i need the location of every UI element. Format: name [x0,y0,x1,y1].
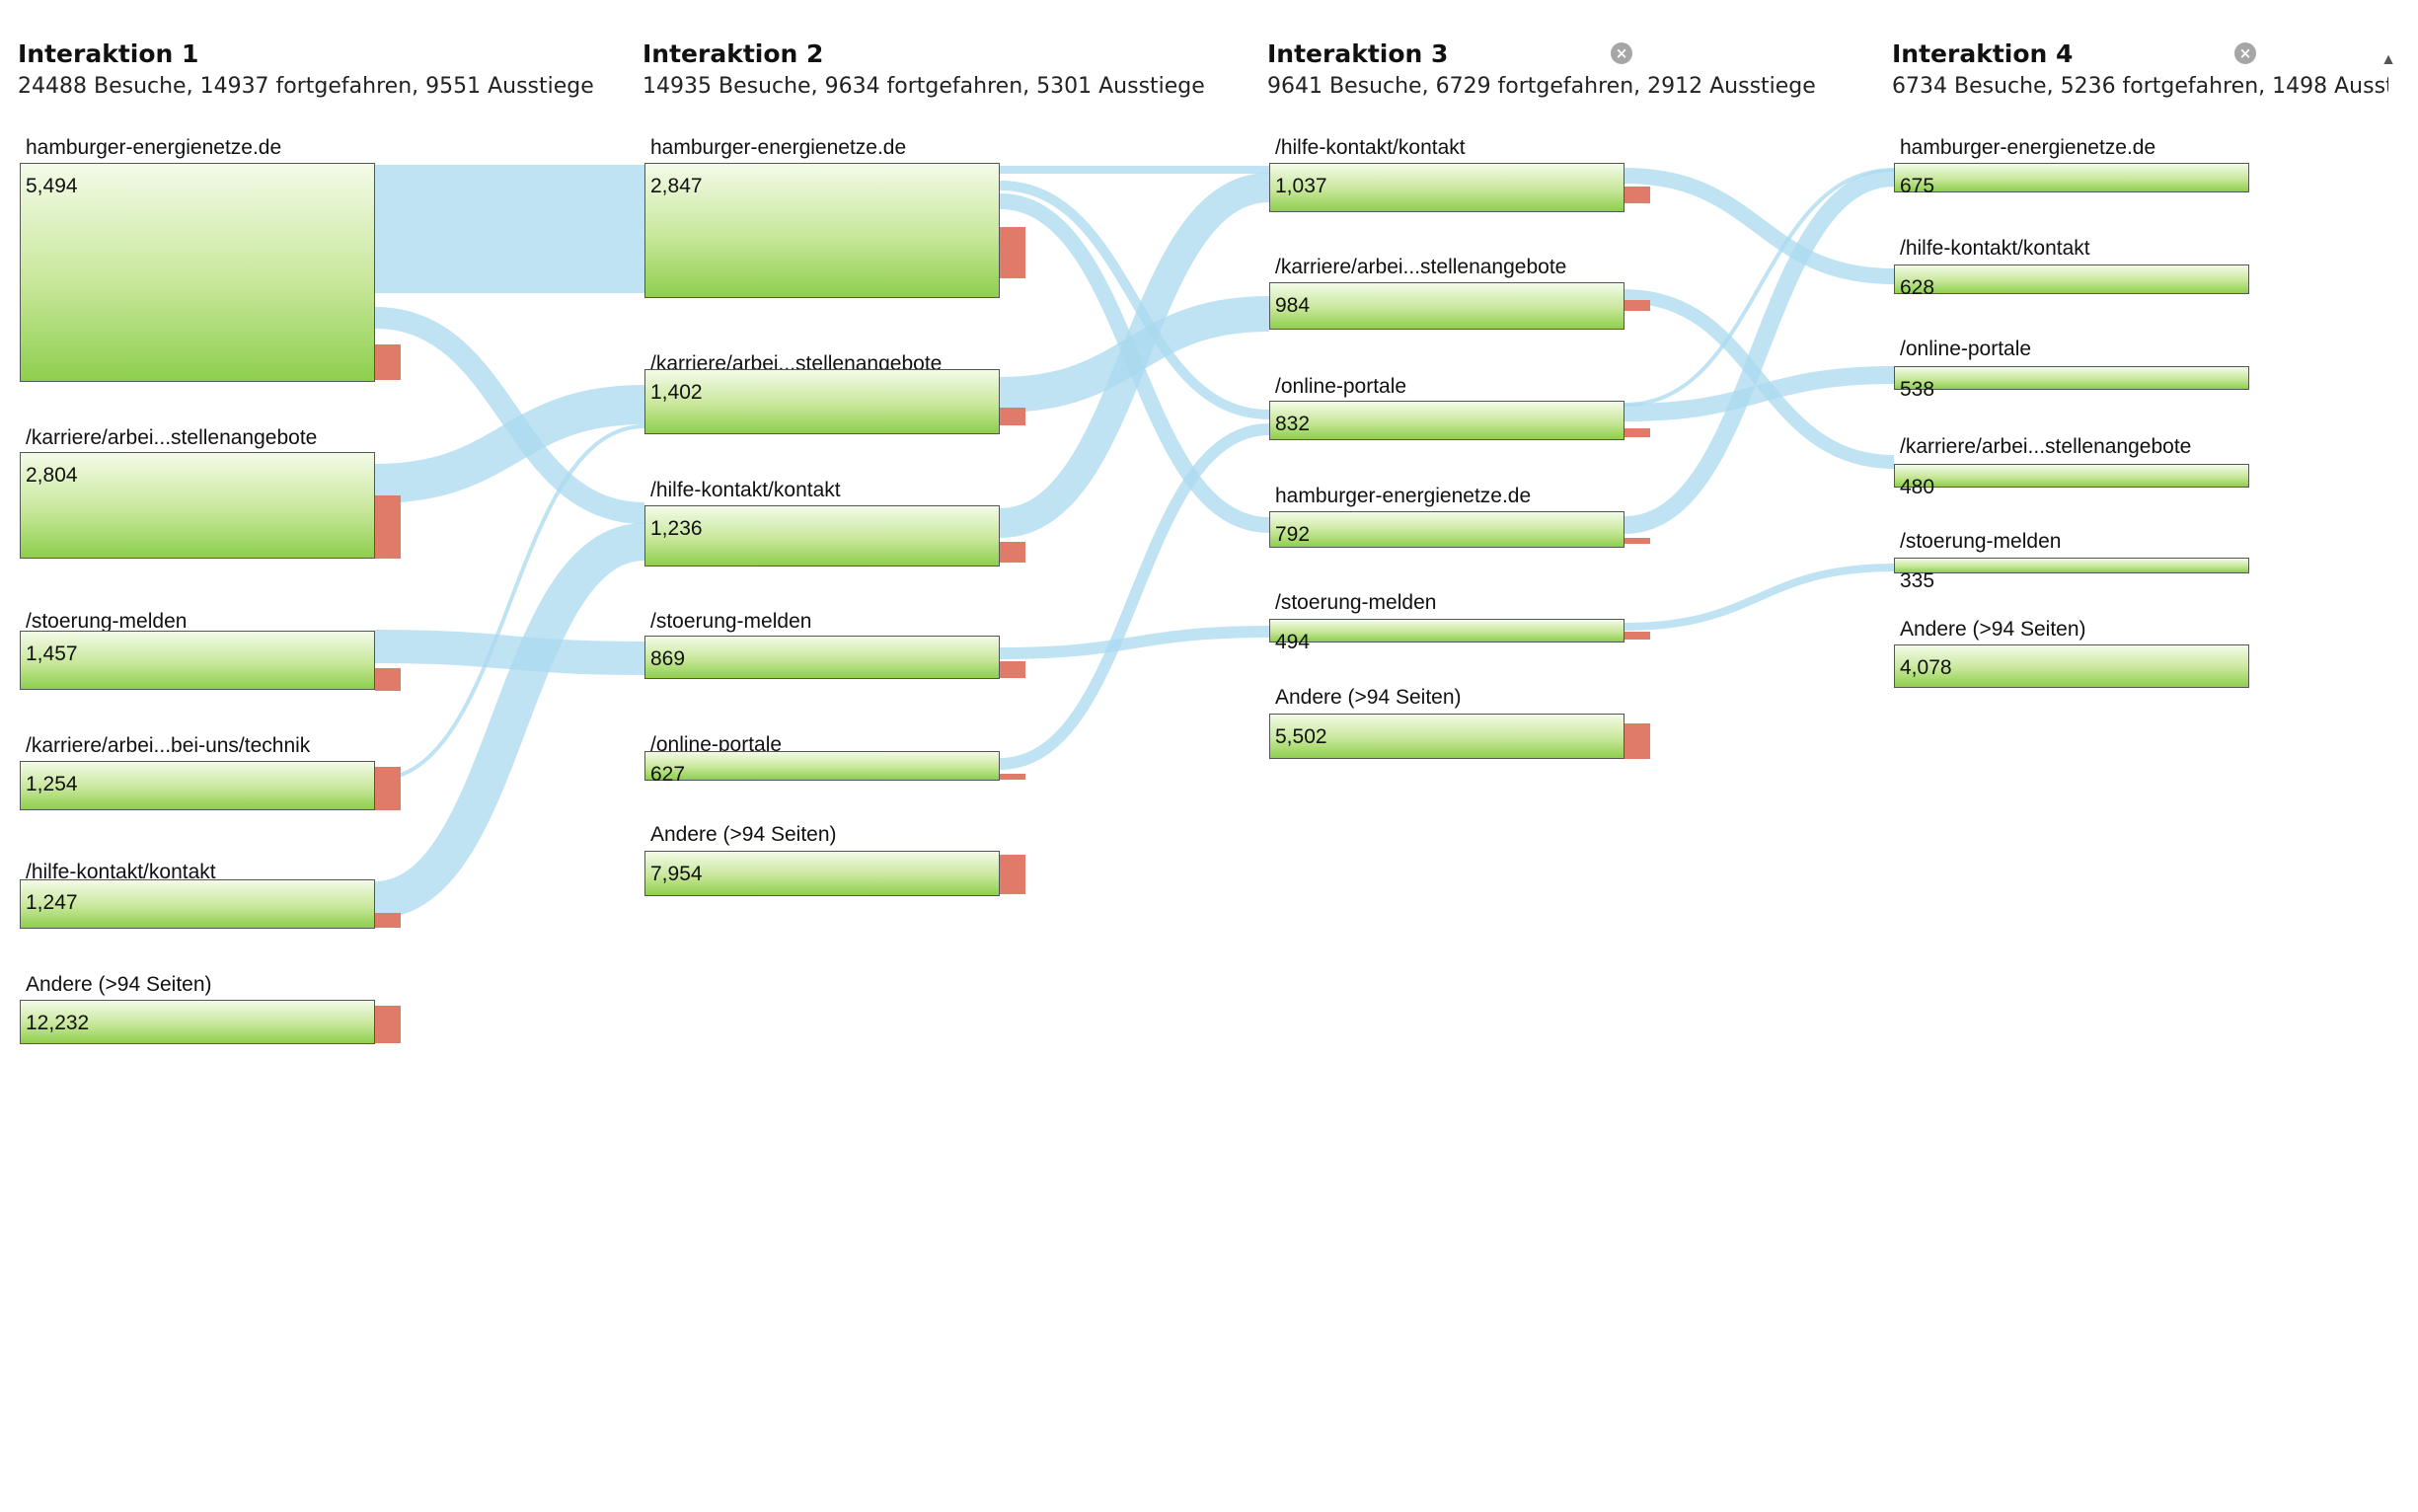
exit-bar[interactable] [1625,300,1650,311]
exit-bar[interactable] [375,913,401,928]
column-summary: 9641 Besuche, 6729 fortgefahren, 2912 Au… [1267,74,1816,99]
node-label[interactable]: /stoerung-melden [1900,530,2062,553]
node-box[interactable] [1269,619,1625,643]
column-title: Interaktion 2 [642,39,824,68]
exit-bar[interactable] [375,668,401,691]
flow-link[interactable] [374,307,645,524]
node-label[interactable]: /hilfe-kontakt/kontakt [650,479,841,501]
exit-bar[interactable] [1000,774,1025,780]
exit-bar[interactable] [1625,187,1650,203]
node-box[interactable] [1269,401,1625,440]
node-label[interactable]: /stoerung-melden [26,610,188,633]
node-label[interactable]: hamburger-energienetze.de [26,136,282,159]
flow-link[interactable] [1624,289,1895,469]
node-label[interactable]: hamburger-energienetze.de [650,136,907,159]
node-label[interactable]: /karriere/arbei...bei-uns/technik [26,734,311,757]
node-box[interactable] [1269,511,1625,548]
exit-bar[interactable] [1000,408,1025,425]
node-box[interactable] [644,851,1000,896]
flow-link[interactable] [1624,564,1895,631]
flow-link[interactable] [999,423,1270,770]
exit-bar[interactable] [375,1006,401,1043]
node-label[interactable]: Andere (>94 Seiten) [1275,686,1462,709]
exit-bar[interactable] [1625,538,1650,544]
column-title: Interaktion 1 [18,39,199,68]
node-box[interactable] [20,879,375,929]
column-header-2: Interaktion 2 14935 Besuche, 9634 fortge… [642,39,1205,99]
flow-link[interactable] [999,181,1270,419]
node-box[interactable] [644,369,1000,434]
node-label[interactable]: Andere (>94 Seiten) [1900,618,2086,641]
node-label[interactable]: /stoerung-melden [650,610,812,633]
node-label[interactable]: /karriere/arbei...stellenangebote [1275,256,1567,278]
exit-bar[interactable] [375,495,401,559]
node-label[interactable]: /karriere/arbei...stellenangebote [1900,435,2192,458]
node-box[interactable] [1894,163,2249,192]
node-box[interactable] [644,636,1000,679]
node-box[interactable] [644,163,1000,298]
column-summary: 14935 Besuche, 9634 fortgefahren, 5301 A… [642,74,1205,99]
flow-link[interactable] [374,424,645,782]
node-box[interactable] [1894,366,2249,390]
scroll-up-arrow-icon[interactable]: ▲ [2380,51,2396,68]
node-box[interactable] [20,163,375,382]
column-header-3: Interaktion 3 9641 Besuche, 6729 fortgef… [1267,39,1816,99]
node-box[interactable] [1269,282,1625,330]
node-box[interactable] [644,751,1000,781]
node-label[interactable]: /online-portale [1900,338,2032,360]
exit-bar[interactable] [1000,855,1025,894]
column-summary: 24488 Besuche, 14937 fortgefahren, 9551 … [18,74,594,99]
node-label[interactable]: /hilfe-kontakt/kontakt [26,861,216,883]
exit-bar[interactable] [1625,632,1650,640]
flow-link[interactable] [1624,168,1895,407]
flow-link[interactable] [999,626,1270,659]
column-header-1: Interaktion 1 24488 Besuche, 14937 fortg… [18,39,594,99]
exit-bar[interactable] [375,767,401,810]
exit-bar[interactable] [1625,428,1650,437]
node-label[interactable]: Andere (>94 Seiten) [650,823,837,846]
node-box[interactable] [20,452,375,559]
node-label[interactable]: /online-portale [1275,375,1407,398]
flow-link[interactable] [374,385,645,503]
node-label[interactable]: /hilfe-kontakt/kontakt [1900,237,2090,260]
flow-link[interactable] [1624,366,1895,421]
node-box[interactable] [1894,558,2249,573]
node-box[interactable] [20,1000,375,1044]
exit-bar[interactable] [375,344,401,380]
exit-bar[interactable] [1625,723,1650,759]
node-box[interactable] [1894,644,2249,688]
node-box[interactable] [644,505,1000,567]
node-label[interactable]: hamburger-energienetze.de [1900,136,2156,159]
column-title: Interaktion 4 [1892,39,2074,68]
flow-link[interactable] [373,523,646,919]
close-circle-icon[interactable]: × [2234,42,2256,64]
flow-link[interactable] [998,173,1271,538]
node-label[interactable]: hamburger-energienetze.de [1275,485,1532,507]
flow-link[interactable] [1624,168,1895,284]
column-summary: 6734 Besuche, 5236 fortgefahren, 1498 Au… [1892,74,2388,99]
node-box[interactable] [1894,464,2249,488]
node-label[interactable]: /online-portale [650,733,783,756]
flow-link[interactable] [1624,169,1895,534]
exit-bar[interactable] [1000,542,1025,563]
exit-bar[interactable] [1000,661,1025,678]
node-label[interactable]: /stoerung-melden [1275,591,1437,614]
column-header-4: Interaktion 4 6734 Besuche, 5236 fortgef… [1892,39,2388,99]
node-box[interactable] [20,761,375,810]
node-label[interactable]: /hilfe-kontakt/kontakt [1275,136,1466,159]
column-title: Interaktion 3 [1267,39,1449,68]
node-box[interactable] [1894,265,2249,294]
close-circle-icon[interactable]: × [1611,42,1632,64]
node-box[interactable] [20,631,375,690]
exit-bar[interactable] [1000,227,1025,278]
node-box[interactable] [1269,714,1625,759]
node-label[interactable]: Andere (>94 Seiten) [26,973,212,996]
flow-link[interactable] [374,630,645,675]
node-label[interactable]: /karriere/arbei...stellenangebote [26,426,318,449]
node-box[interactable] [1269,163,1625,212]
